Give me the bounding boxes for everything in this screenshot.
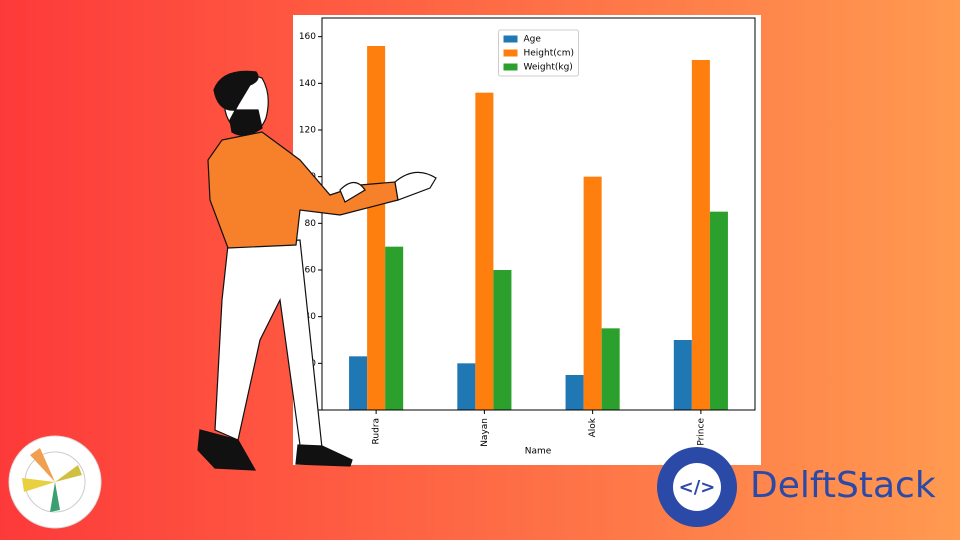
y-tick-label: 60 — [305, 266, 317, 276]
x-tick-label: Nayan — [480, 418, 490, 447]
bar — [673, 340, 692, 410]
bar — [601, 328, 620, 410]
legend-label: Age — [524, 35, 542, 45]
bar — [385, 246, 404, 410]
legend-swatch — [503, 63, 518, 71]
y-tick-label: 40 — [305, 312, 317, 322]
legend-swatch — [503, 35, 518, 43]
legend-label: Weight(kg) — [524, 63, 573, 73]
svg-text:</>: </> — [679, 477, 716, 498]
x-tick-label: Rudra — [372, 418, 382, 444]
chart: 020406080100120140160RudraNayanAlokPrinc… — [299, 17, 756, 447]
bar — [565, 375, 584, 410]
brand-logo: </> DelftStack — [657, 447, 936, 527]
bar — [475, 92, 494, 411]
y-tick-label: 140 — [299, 79, 316, 89]
person-illustration — [197, 70, 437, 471]
y-tick-label: 80 — [305, 219, 317, 229]
x-axis-label: Name — [525, 447, 552, 457]
legend-label: Height(cm) — [524, 49, 575, 59]
x-tick-label: Prince — [696, 418, 706, 446]
bar — [583, 176, 602, 410]
y-tick-label: 120 — [299, 126, 316, 136]
bar — [367, 46, 386, 410]
bar — [493, 270, 512, 410]
bar — [709, 211, 728, 410]
bar — [457, 363, 476, 410]
y-tick-label: 160 — [299, 32, 316, 42]
brand-name: DelftStack — [750, 465, 936, 506]
legend-box — [498, 29, 579, 77]
x-tick-label: Alok — [588, 417, 598, 437]
bar — [691, 60, 710, 410]
legend-swatch — [503, 49, 518, 57]
bar — [349, 356, 368, 410]
plot-frame — [321, 17, 756, 411]
logo-polar — [8, 435, 102, 529]
